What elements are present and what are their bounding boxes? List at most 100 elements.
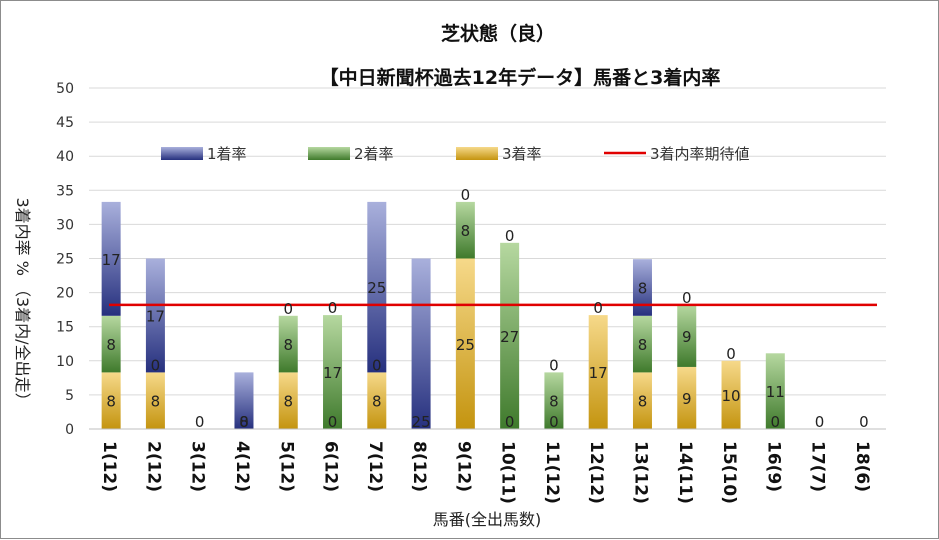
data-label: 0 — [283, 300, 293, 318]
legend-swatch-3rd — [456, 147, 498, 160]
y-tick-label: 0 — [65, 422, 74, 438]
y-tick-label: 40 — [56, 149, 74, 165]
x-tick-label: 11(12) — [542, 441, 562, 504]
legend-label-expected: 3着内率期待値 — [650, 145, 750, 163]
chart-subtitle: 【中日新聞杯過去12年データ】馬番と3着内率 — [320, 66, 721, 89]
data-label: 0 — [372, 356, 382, 374]
x-tick-label: 2(12) — [143, 441, 163, 492]
data-label: 25 — [456, 336, 475, 354]
x-tick-label: 13(12) — [630, 441, 650, 504]
x-tick-label: 16(9) — [763, 441, 783, 492]
data-label: 0 — [505, 413, 515, 431]
bar-segment-3rd — [588, 315, 608, 429]
data-label: 8 — [239, 413, 249, 431]
x-tick-label: 3(12) — [188, 441, 208, 492]
data-label: 0 — [461, 186, 471, 204]
y-tick-label: 30 — [56, 217, 74, 233]
legend-label-3rd: 3着率 — [502, 145, 542, 163]
x-tick-label: 10(11) — [498, 441, 518, 504]
bar-segment-1st — [101, 201, 121, 316]
bar-segment-3rd — [677, 366, 697, 429]
bar-segment-3rd — [101, 372, 121, 429]
legend-label-1st: 1着率 — [207, 145, 247, 163]
x-tick-label: 9(12) — [453, 441, 473, 492]
y-tick-label: 35 — [56, 183, 74, 199]
x-tick-label: 14(11) — [675, 441, 695, 504]
data-label: 17 — [589, 364, 608, 382]
bar-segment-3rd — [721, 360, 741, 429]
data-label: 0 — [682, 289, 692, 307]
data-label: 0 — [549, 356, 559, 374]
legend-item-2nd: 2着率 — [308, 145, 394, 163]
bar-segment-2nd — [278, 315, 298, 373]
data-label: 0 — [859, 413, 869, 431]
data-label: 27 — [500, 328, 519, 346]
data-label: 8 — [106, 336, 116, 354]
data-label: 0 — [151, 356, 161, 374]
data-label: 0 — [771, 413, 781, 431]
data-label: 8 — [283, 336, 293, 354]
x-tick-label: 1(12) — [99, 441, 119, 492]
data-label: 8 — [549, 393, 559, 411]
legend: 1着率 2着率 3着率 3着内率期待値 — [161, 145, 750, 163]
bar-segment-3rd — [632, 372, 652, 429]
data-label: 0 — [505, 227, 515, 245]
bar-segment-2nd — [632, 315, 652, 373]
bar-segment-3rd — [455, 258, 475, 429]
data-label: 17 — [323, 364, 342, 382]
bar-segment-1st — [234, 372, 254, 429]
legend-label-2nd: 2着率 — [354, 145, 394, 163]
data-label: 25 — [412, 413, 431, 431]
y-tick-label: 15 — [56, 320, 74, 336]
bar-segment-2nd — [101, 315, 121, 373]
data-label: 0 — [195, 413, 205, 431]
y-tick-label: 10 — [56, 354, 74, 370]
bar-segment-2nd — [500, 242, 520, 429]
data-label: 9 — [682, 390, 692, 408]
bar-segment-1st — [145, 258, 165, 373]
data-label: 0 — [593, 299, 603, 317]
x-tick-label: 12(12) — [586, 441, 606, 504]
bar-segment-3rd — [367, 372, 387, 429]
legend-item-3rd: 3着率 — [456, 145, 542, 163]
x-axis-label: 馬番(全出馬数) — [433, 510, 542, 529]
x-tick-label: 4(12) — [232, 441, 252, 492]
data-label: 9 — [682, 328, 692, 346]
bar-segment-2nd — [323, 315, 343, 429]
data-label: 0 — [726, 345, 736, 363]
data-label: 17 — [102, 251, 121, 269]
x-tick-label: 17(7) — [808, 441, 828, 492]
bar-segment-3rd — [145, 372, 165, 429]
x-tick-label: 7(12) — [365, 441, 385, 492]
data-label: 0 — [549, 413, 559, 431]
chart-title: 芝状態（良） — [441, 22, 555, 45]
x-tick-label: 18(6) — [852, 441, 872, 492]
data-label: 0 — [239, 413, 249, 431]
data-label: 8 — [151, 393, 161, 411]
y-tick-label: 50 — [56, 81, 74, 97]
data-label: 8 — [638, 336, 648, 354]
y-tick-label: 45 — [56, 115, 74, 131]
data-label: 8 — [106, 393, 116, 411]
data-label: 8 — [638, 279, 648, 297]
data-label: 25 — [367, 279, 386, 297]
data-label: 8 — [372, 393, 382, 411]
data-label: 0 — [328, 299, 338, 317]
x-tick-label: 5(12) — [276, 441, 296, 492]
data-label: 0 — [328, 413, 338, 431]
data-label: 8 — [461, 222, 471, 240]
y-axis-label: 3着内率 % （3着内/全出走） — [13, 197, 32, 408]
x-tick-label: 15(10) — [719, 441, 739, 504]
legend-swatch-1st — [161, 147, 203, 160]
data-label: 10 — [721, 387, 740, 405]
data-label: 11 — [766, 383, 785, 401]
bar-segment-2nd — [677, 304, 697, 367]
legend-swatch-2nd — [308, 147, 350, 160]
data-label: 8 — [283, 393, 293, 411]
bar-segment-2nd — [455, 201, 475, 259]
y-tick-label: 25 — [56, 252, 74, 268]
x-tick-label: 8(12) — [409, 441, 429, 492]
legend-item-expected: 3着内率期待値 — [604, 145, 750, 163]
